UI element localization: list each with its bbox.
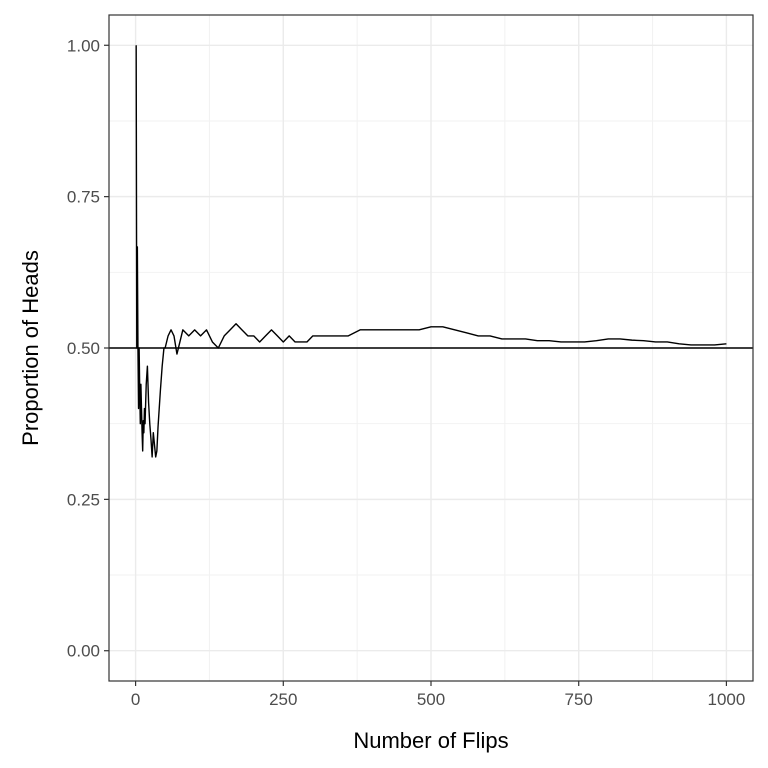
- x-tick-label: 0: [131, 690, 140, 709]
- y-tick-label: 0.25: [67, 490, 100, 509]
- x-tick-label: 1000: [707, 690, 745, 709]
- x-tick-label: 500: [417, 690, 445, 709]
- x-axis-title: Number of Flips: [353, 728, 508, 753]
- y-tick-label: 0.50: [67, 339, 100, 358]
- y-tick-label: 0.75: [67, 188, 100, 207]
- y-axis: 0.00 0.25 0.50 0.75 1.00: [67, 36, 109, 661]
- x-tick-label: 750: [565, 690, 593, 709]
- series-line: [135, 45, 727, 458]
- x-axis: 0 250 500 750 1000: [131, 681, 745, 709]
- x-tick-label: 250: [269, 690, 297, 709]
- y-tick-label: 1.00: [67, 36, 100, 55]
- y-axis-title: Proportion of Heads: [18, 250, 43, 446]
- y-tick-label: 0.00: [67, 642, 100, 661]
